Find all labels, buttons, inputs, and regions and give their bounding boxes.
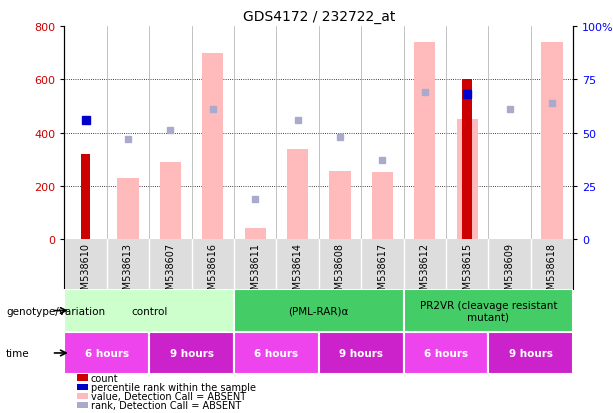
Bar bbox=[117, 178, 139, 240]
Bar bbox=[234, 289, 403, 332]
Text: GSM538610: GSM538610 bbox=[80, 242, 91, 301]
Bar bbox=[457, 120, 478, 240]
Bar bbox=[403, 332, 489, 374]
Text: (PML-RAR)α: (PML-RAR)α bbox=[289, 306, 349, 316]
Text: percentile rank within the sample: percentile rank within the sample bbox=[91, 382, 256, 392]
Text: time: time bbox=[6, 348, 30, 358]
Bar bbox=[234, 332, 319, 374]
Text: PR2VR (cleavage resistant
mutant): PR2VR (cleavage resistant mutant) bbox=[420, 300, 557, 322]
Bar bbox=[414, 43, 435, 240]
Text: count: count bbox=[91, 373, 118, 383]
Bar bbox=[287, 149, 308, 240]
Text: value, Detection Call = ABSENT: value, Detection Call = ABSENT bbox=[91, 391, 246, 401]
Bar bbox=[160, 162, 181, 240]
Text: GSM538614: GSM538614 bbox=[292, 242, 303, 301]
Text: control: control bbox=[131, 306, 167, 316]
Text: GSM538618: GSM538618 bbox=[547, 242, 557, 301]
Text: 6 hours: 6 hours bbox=[254, 348, 299, 358]
Text: 6 hours: 6 hours bbox=[424, 348, 468, 358]
Title: GDS4172 / 232722_at: GDS4172 / 232722_at bbox=[243, 10, 395, 24]
Text: 9 hours: 9 hours bbox=[339, 348, 383, 358]
Text: rank, Detection Call = ABSENT: rank, Detection Call = ABSENT bbox=[91, 400, 241, 410]
Text: 6 hours: 6 hours bbox=[85, 348, 129, 358]
Text: GSM538616: GSM538616 bbox=[208, 242, 218, 301]
Text: 9 hours: 9 hours bbox=[509, 348, 553, 358]
Bar bbox=[403, 289, 573, 332]
Text: GSM538609: GSM538609 bbox=[504, 242, 514, 301]
Bar bbox=[319, 332, 403, 374]
Text: GSM538612: GSM538612 bbox=[420, 242, 430, 301]
Bar bbox=[245, 229, 266, 240]
Bar bbox=[202, 53, 223, 240]
Text: GSM538607: GSM538607 bbox=[166, 242, 175, 301]
Bar bbox=[81, 154, 90, 240]
Text: GSM538608: GSM538608 bbox=[335, 242, 345, 301]
Bar bbox=[462, 80, 472, 240]
Text: GSM538615: GSM538615 bbox=[462, 242, 472, 301]
Text: GSM538611: GSM538611 bbox=[250, 242, 260, 301]
Text: 9 hours: 9 hours bbox=[170, 348, 213, 358]
Text: genotype/variation: genotype/variation bbox=[6, 306, 105, 316]
Text: GSM538613: GSM538613 bbox=[123, 242, 133, 301]
Bar bbox=[489, 332, 573, 374]
Text: GSM538617: GSM538617 bbox=[378, 242, 387, 301]
Bar bbox=[149, 332, 234, 374]
Bar bbox=[64, 332, 149, 374]
Bar bbox=[541, 43, 563, 240]
Bar bbox=[64, 289, 234, 332]
Bar bbox=[329, 172, 351, 240]
Bar bbox=[371, 173, 393, 240]
